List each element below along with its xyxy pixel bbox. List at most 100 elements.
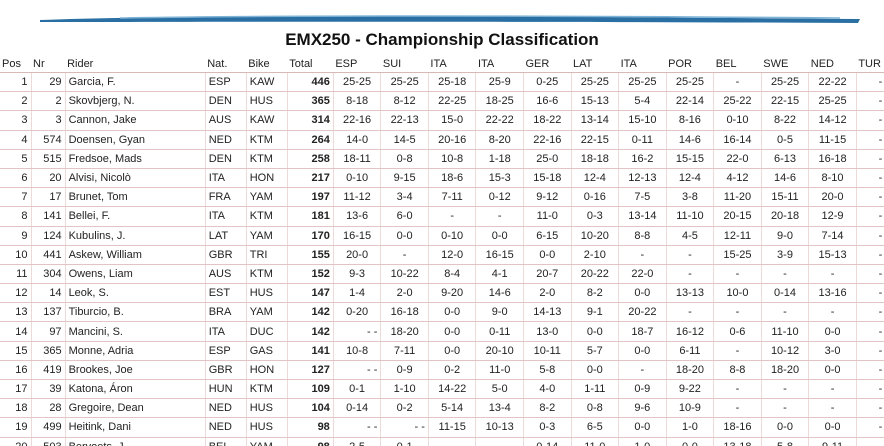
table-cell: 25-25	[808, 91, 857, 112]
table-cell: 18-11	[332, 149, 381, 169]
header-row: Pos Nr Rider Nat. Bike Total ESP SUI ITA ITA GER LA…	[0, 55, 884, 73]
rider-row: 1 29 Garcia, F. ESP KAW 446 25-25 25-25 25-18 25-…	[0, 72, 884, 93]
table-cell: -	[855, 72, 884, 93]
table-cell: 13-4	[475, 398, 524, 419]
table-cell: 574	[30, 130, 66, 150]
table-cell: 0-11	[618, 130, 667, 150]
table-cell: 4-1	[475, 264, 524, 285]
table-cell: ITA	[204, 168, 247, 189]
table-cell: 10-8	[332, 341, 381, 361]
rider-row: 19 499 Heitink, Dani NED HUS 98- -- -11-15 10-…	[0, 417, 884, 438]
column-header: POR	[666, 55, 714, 73]
table-cell: 25-25	[665, 72, 714, 93]
table-cell: -	[713, 398, 762, 419]
brush-stroke	[40, 16, 860, 23]
table-cell: 5-8	[760, 437, 809, 446]
table-cell: -	[713, 264, 762, 285]
table-cell: Skovbjerg, N.	[64, 91, 206, 112]
rider-row: 18 28 Gregoire, Dean NED HUS 104 0-14 0-2 5-14 13…	[0, 398, 884, 419]
table-cell: 8-12	[380, 91, 429, 112]
table-cell: 2	[0, 91, 32, 112]
table-cell: Brunet, Tom	[64, 187, 206, 208]
table-cell: 22-25	[427, 91, 476, 112]
table-cell: 11-20	[713, 187, 762, 208]
table-cell: KTM	[245, 379, 288, 400]
table-cell: 9-20	[427, 283, 476, 304]
table-cell: 14-5	[380, 130, 429, 150]
table-cell: HON	[245, 360, 288, 381]
table-cell: 1-10	[380, 379, 429, 400]
table-cell: DEN	[204, 91, 247, 112]
table-cell: BRA	[204, 302, 247, 323]
table-cell: 6-13	[760, 149, 809, 169]
table-cell: Tiburcio, B.	[64, 302, 206, 323]
table-cell: 0-0	[665, 437, 714, 446]
table-cell: -	[475, 437, 524, 446]
table-cell: - -	[332, 321, 381, 342]
table-cell: 0-0	[760, 417, 809, 438]
table-cell: -	[665, 264, 714, 285]
table-cell: 15-10	[618, 110, 667, 131]
table-cell: 0-16	[570, 187, 619, 208]
table-cell: Katona, Áron	[64, 379, 206, 400]
rider-row: 2 2 Skovbjerg, N. DEN HUS 365 8-18 8-12 22-25 18-…	[0, 91, 884, 112]
table-cell: 13-14	[618, 206, 667, 227]
table-cell: 15-0	[427, 110, 476, 131]
table-cell: 20-16	[427, 130, 476, 150]
table-cell: 14	[0, 321, 32, 342]
table-cell: 10-22	[380, 264, 429, 285]
table-cell: -	[427, 437, 476, 446]
table-cell: -	[855, 91, 884, 112]
table-cell: 20-18	[760, 206, 809, 227]
table-cell: YAM	[245, 302, 288, 323]
table-cell: 22-22	[475, 110, 524, 131]
rider-row: 7 17 Brunet, Tom FRA YAM 197 11-12 3-4 7-11 0-12 9…	[0, 187, 884, 208]
table-cell: Cannon, Jake	[64, 110, 206, 131]
table-cell: -	[855, 398, 884, 419]
table-cell: 28	[30, 398, 66, 419]
table-cell: 10-13	[475, 417, 524, 438]
table-cell: 258	[286, 149, 334, 169]
table-cell: AUS	[204, 110, 247, 131]
table-cell: 11-15	[427, 417, 476, 438]
table-cell: HUS	[245, 91, 288, 112]
table-cell: 15-15	[665, 149, 714, 169]
table-cell: 16-18	[380, 302, 429, 323]
table-cell: BEL	[204, 437, 247, 446]
table-cell: -	[665, 245, 714, 265]
table-cell: 8-10	[808, 168, 857, 189]
table-cell: -	[855, 206, 884, 227]
table-wrap: Pos Nr Rider Nat. Bike Total ESP SUI ITA ITA GER LA…	[0, 55, 884, 446]
table-cell: 25-0	[523, 149, 572, 169]
table-cell: Askew, William	[64, 245, 206, 265]
table-cell: 5-7	[570, 341, 619, 361]
rider-row: 16 419 Brookes, Joe GBR HON 127- -0-9 0-2 11-0 5…	[0, 360, 884, 381]
rider-row: 11 304 Owens, Liam AUS KTM 152 9-3 10-22 8-4 4-1 2…	[0, 264, 884, 285]
table-cell: 441	[30, 245, 66, 265]
table-cell: 98	[286, 417, 334, 438]
table-cell: 25-18	[427, 72, 476, 93]
table-cell: 15-13	[570, 91, 619, 112]
table-cell: 8-20	[475, 130, 524, 150]
table-cell: 5-0	[475, 379, 524, 400]
table-cell: 0-2	[380, 398, 429, 419]
table-cell: 0-0	[523, 245, 572, 265]
table-cell: HUS	[245, 283, 288, 304]
table-cell: -	[713, 379, 762, 400]
table-cell: 6-15	[523, 226, 572, 246]
table-cell: 98	[286, 437, 334, 446]
table-cell: 15-11	[760, 187, 809, 208]
table-cell: 18-20	[760, 360, 809, 381]
table-cell: 2-0	[523, 283, 572, 304]
table-cell: NED	[204, 398, 247, 419]
table-cell: 0-5	[760, 130, 809, 150]
table-cell: 0-10	[713, 110, 762, 131]
table-cell: 18-6	[427, 168, 476, 189]
table-cell: -	[427, 206, 476, 227]
table-cell: 0-6	[713, 321, 762, 342]
table-cell: 2	[30, 91, 66, 112]
rider-row: 5 515 Fredsoe, Mads DEN KTM 258 18-11 0-8 10-8 1-…	[0, 149, 884, 169]
table-cell: 0-0	[618, 341, 667, 361]
table-cell: 22-0	[713, 149, 762, 169]
table-cell: 11-15	[808, 130, 857, 150]
